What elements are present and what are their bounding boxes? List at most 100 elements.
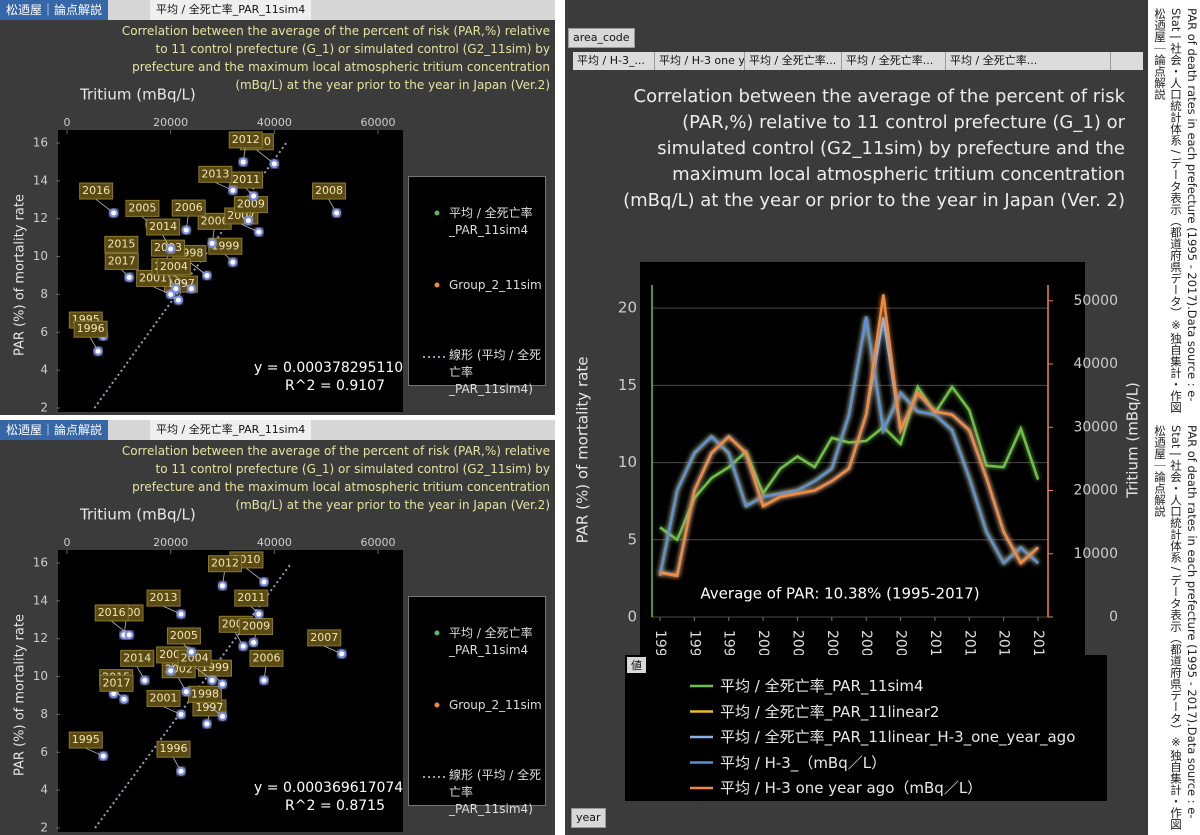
point	[218, 679, 227, 689]
point	[207, 238, 217, 248]
y2-axis-label: Tritium (mBq/L)	[1124, 382, 1142, 499]
legend-marker	[434, 282, 440, 288]
trendline-equation: y = 0.000378295110 x	[254, 360, 416, 376]
point	[119, 694, 129, 704]
point-label: 2005	[170, 629, 198, 642]
point-label-box	[156, 740, 191, 758]
y-tick-label: 5	[627, 530, 637, 548]
point-label-box	[120, 649, 155, 667]
legend-label: 平均 / H-3 one year ago（mBq／L）	[720, 779, 983, 797]
point	[124, 272, 134, 282]
point-label-box	[228, 131, 263, 149]
y-tick-label: 15	[618, 376, 637, 394]
column-tab: 平均 / H-3 one year...	[655, 52, 745, 70]
point	[140, 675, 150, 685]
legend-marker	[434, 630, 440, 636]
point-label: 2001	[150, 691, 178, 704]
field-label: 平均 / 全死亡率_PAR_11sim4	[150, 420, 312, 440]
point-label-box	[125, 199, 160, 217]
point	[243, 216, 253, 226]
point	[93, 346, 103, 356]
point-label-box	[208, 555, 242, 573]
point-label-box	[94, 604, 129, 622]
point	[176, 609, 186, 619]
y-tick-label: 4	[40, 783, 48, 797]
legend-header: 値	[627, 657, 646, 673]
scatter-panel: 松迺屋｜論点解説 平均 / 全死亡率_PAR_11sim4 Correlation …	[0, 0, 555, 415]
annotation: Average of PAR: 10.38% (1995-2017)	[700, 585, 979, 603]
side-note: PAR of death rates in each prefecture (1…	[1153, 8, 1199, 425]
point	[124, 630, 134, 640]
x-tick-label: 40000	[257, 536, 292, 549]
y-tick-label: 6	[40, 325, 48, 339]
point-label-box	[249, 649, 284, 667]
point	[176, 766, 186, 776]
y-tick-label: 2	[40, 401, 48, 415]
point	[181, 225, 191, 235]
legend-label: 平均 / 全死亡率_PAR_11linear_H-3_one_year_ago	[720, 728, 1076, 746]
point-label-box	[239, 618, 274, 635]
series-line	[659, 383, 1040, 542]
filter-button[interactable]: area_code	[568, 28, 635, 48]
y-tick-label: 14	[33, 173, 48, 187]
column-tab: 平均 / 全死亡率...	[842, 52, 946, 70]
point-label: 2016	[98, 606, 126, 619]
point-label: 1998	[191, 687, 219, 700]
side-note: PAR of death rates in each prefecture (1…	[1153, 425, 1199, 835]
y2-tick-label: 40000	[1073, 356, 1118, 372]
legend-label: 平均 / 全死亡率_PAR_11sim4	[449, 626, 533, 657]
y-tick-label: 8	[40, 707, 48, 721]
point-label: 2017	[103, 676, 131, 689]
point-label-box	[166, 627, 201, 645]
point-label: 1996	[77, 322, 105, 335]
x-tick-label: 0	[64, 536, 71, 549]
point	[98, 751, 108, 761]
y-tick-label: 10	[618, 453, 637, 471]
point-label-box	[146, 218, 181, 236]
filter-button[interactable]: year	[571, 808, 606, 828]
point-label: 2000	[201, 214, 229, 227]
point-label: 2013	[150, 591, 178, 604]
chart-title: Correlation between the average of the p…	[121, 24, 550, 92]
y-tick-label: 20	[618, 299, 637, 317]
point-label: 2008	[315, 184, 343, 197]
point-label-box	[73, 320, 108, 338]
y-tick-label: 12	[33, 631, 48, 645]
y-tick-label: 4	[40, 363, 48, 377]
point-label: 2015	[107, 237, 135, 250]
column-tab: 平均 / H-3_...	[573, 52, 655, 70]
point-label-box	[146, 589, 181, 607]
point-label: 2009	[237, 198, 265, 211]
y-tick-label: 6	[40, 745, 48, 759]
y2-tick-label: 10000	[1073, 546, 1118, 562]
point	[176, 709, 186, 719]
point	[207, 675, 217, 685]
y-tick-label: 16	[33, 136, 48, 150]
point-label: 2014	[149, 220, 177, 233]
x-tick-label: 60000	[361, 116, 396, 129]
point-label: 2006	[175, 201, 203, 214]
legend: 値 平均 / 全死亡率_PAR_11sim4 平均 / 全死亡率_PAR_11li…	[625, 655, 1107, 801]
point	[166, 289, 176, 299]
point	[249, 638, 259, 647]
point-label-box	[234, 589, 269, 607]
point	[109, 208, 119, 218]
legend-marker	[434, 702, 440, 708]
legend: 平均 / 全死亡率_PAR_11sim4 Group_2_11sim 線形 (平均 …	[408, 176, 546, 396]
point-label-box	[171, 199, 206, 217]
point	[166, 666, 176, 676]
legend-marker	[434, 210, 440, 216]
point-label: 2004	[160, 260, 188, 273]
point	[337, 649, 347, 659]
point-label-box	[146, 689, 181, 707]
line-chart-panel: area_code 平均 / H-3_...平均 / H-3 one year.…	[565, 0, 1148, 835]
point-label-box	[312, 182, 347, 200]
y-axis-label: PAR (%) of mortality rate	[13, 614, 28, 776]
point-label: 2004	[181, 651, 209, 664]
point-label: 2012	[232, 133, 260, 146]
point	[171, 284, 181, 294]
point-label-box	[68, 731, 103, 749]
column-tab: 平均 / 全死亡率...	[946, 52, 1111, 70]
point-label-box	[307, 629, 342, 647]
